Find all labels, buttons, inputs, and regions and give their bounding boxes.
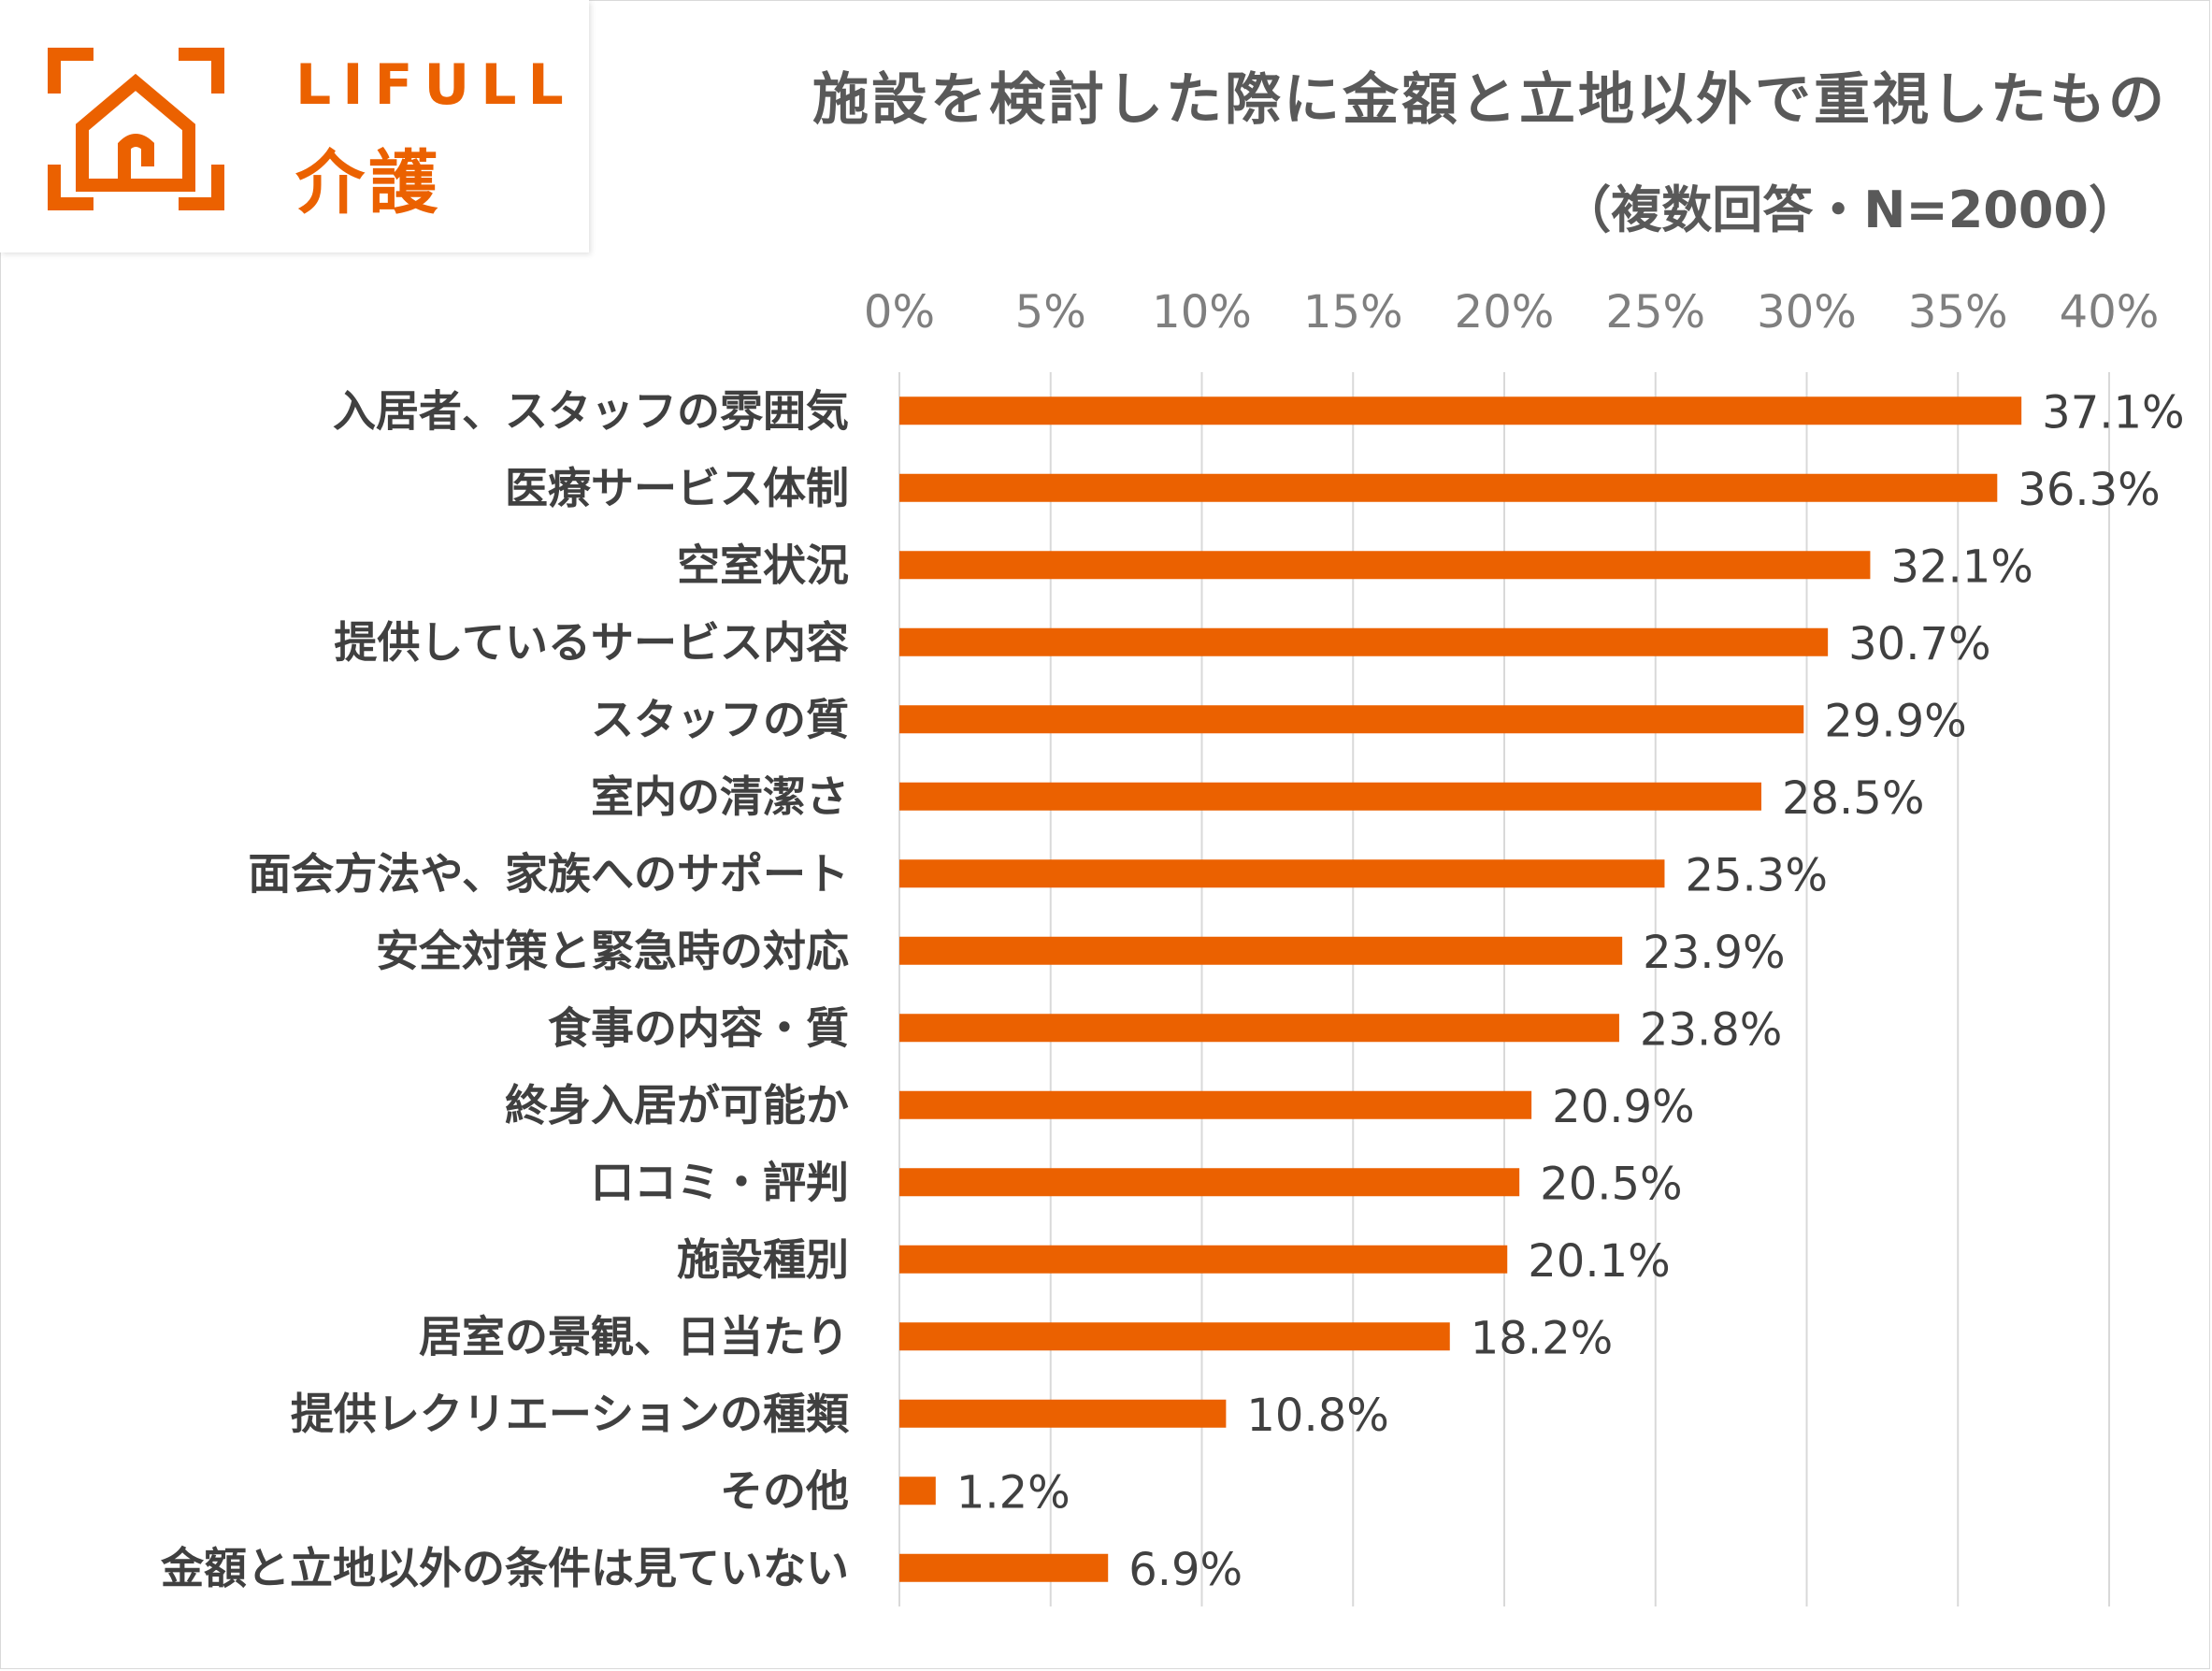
category-labels: 入居者、スタッフの雰囲気医療サービス体制空室状況提供しているサービス内容スタッフ… — [160, 385, 850, 1593]
category-label: 安全対策と緊急時の対応 — [376, 926, 849, 976]
lifull-logo: LIFULL 介護 — [45, 45, 564, 223]
logo-panel: LIFULL 介護 — [0, 0, 589, 252]
data-label: 20.1% — [1528, 1235, 1670, 1288]
category-label: 食事の内容・質 — [548, 1002, 849, 1053]
category-label: 口コミ・評判 — [591, 1157, 849, 1207]
data-label: 29.9% — [1824, 695, 1966, 747]
category-label: 施設種別 — [677, 1234, 849, 1285]
logo-brand-top: LIFULL — [295, 52, 575, 118]
data-label: 20.9% — [1552, 1081, 1694, 1133]
bar — [899, 1168, 1520, 1197]
data-label: 36.3% — [2018, 464, 2160, 516]
bar — [899, 1090, 1532, 1119]
x-tick-label: 35% — [1908, 286, 2008, 339]
x-tick-label: 20% — [1455, 286, 1555, 339]
bar — [899, 1399, 1227, 1428]
bar — [899, 396, 2022, 425]
data-label: 10.8% — [1246, 1390, 1388, 1442]
bar — [899, 1477, 936, 1505]
category-label: 入居者、スタッフの雰囲気 — [333, 385, 849, 436]
bars — [899, 396, 2022, 1582]
data-label: 30.7% — [1848, 618, 1990, 670]
category-label: 金額と立地以外の条件は見ていない — [160, 1543, 849, 1593]
category-label: 提供しているサービス内容 — [334, 617, 849, 668]
bar — [899, 627, 1829, 656]
bar — [899, 1553, 1109, 1582]
category-label: 面会方法や、家族へのサポート — [248, 848, 849, 899]
chart-subtitle: （複数回答・N=2000） — [1560, 180, 2139, 239]
data-label: 6.9% — [1128, 1544, 1242, 1596]
bar — [899, 551, 1871, 580]
bar — [899, 473, 1998, 502]
category-label: 空室状況 — [677, 540, 849, 590]
data-label: 37.1% — [2042, 386, 2184, 439]
data-label: 20.5% — [1540, 1158, 1682, 1210]
logo-brand-bottom: 介護 — [295, 143, 441, 223]
x-tick-label: 30% — [1757, 286, 1857, 339]
category-label: その他 — [720, 1465, 849, 1516]
bar — [899, 705, 1804, 734]
category-label: 医療サービス体制 — [505, 463, 849, 513]
data-labels: 37.1% 36.3% 32.1% 30.7% 29.9% 28.5% 25.3% 23.9%… — [956, 386, 2185, 1596]
data-label: 18.2% — [1471, 1312, 1613, 1364]
x-axis-ticks: 0% 5% 10% 15% 20% 25% 30% 35% 40% — [864, 286, 2159, 339]
bar — [899, 1245, 1508, 1274]
bar — [899, 1014, 1619, 1043]
x-tick-label: 15% — [1303, 286, 1403, 339]
category-label: 室内の清潔さ — [591, 771, 849, 822]
data-label: 23.9% — [1643, 927, 1785, 979]
category-label: 提供レクリエーションの種類 — [291, 1389, 850, 1439]
bar — [899, 1322, 1450, 1351]
data-label: 25.3% — [1685, 849, 1827, 901]
bar — [899, 859, 1665, 888]
data-label: 32.1% — [1890, 540, 2032, 593]
x-tick-label: 5% — [1015, 286, 1086, 339]
chart-title: 施設を検討した際に金額と立地以外で重視したもの — [812, 67, 2167, 133]
house-logo-icon — [48, 48, 224, 210]
bar — [899, 782, 1761, 811]
data-label: 28.5% — [1782, 772, 1924, 825]
x-tick-label: 25% — [1605, 286, 1705, 339]
bar — [899, 936, 1623, 965]
data-label: 23.8% — [1640, 1003, 1782, 1056]
category-label: スタッフの質 — [591, 694, 849, 744]
x-tick-label: 40% — [2060, 286, 2160, 339]
data-label: 1.2% — [956, 1466, 1070, 1519]
category-label: 居室の景観、日当たり — [419, 1311, 849, 1361]
x-tick-label: 10% — [1152, 286, 1252, 339]
x-tick-label: 0% — [864, 286, 935, 339]
category-label: 終身入居が可能か — [505, 1080, 849, 1131]
